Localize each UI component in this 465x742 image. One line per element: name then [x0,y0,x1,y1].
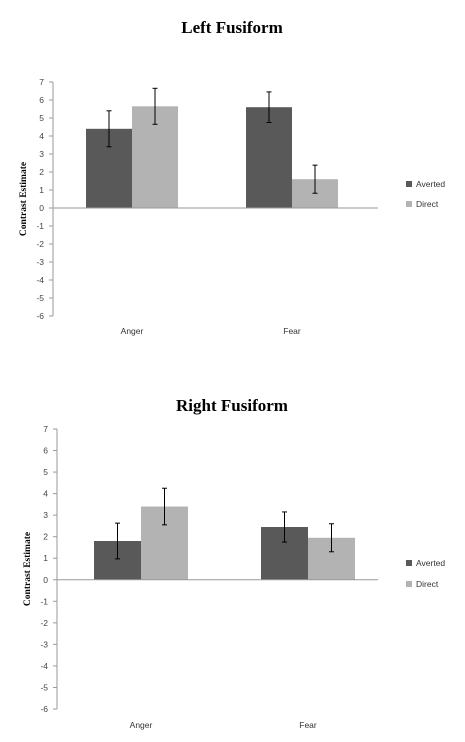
y-tick-label: 5 [43,467,48,477]
chart-2: Right Fusiform Contrast Estimate 7 6 5 4 3 2 1 0 -… [23,396,445,730]
legend-swatch-averted [406,560,412,566]
y-tick-label: -5 [40,682,48,692]
error-bar [329,523,334,553]
legend-label-averted: Averted [416,179,445,189]
y-tick-label: -6 [36,311,44,321]
category-label: Fear [283,326,301,336]
error-bar [162,487,167,526]
error-bar [282,511,287,543]
y-tick-label: 0 [43,575,48,585]
y-tick-label: 6 [39,95,44,105]
y-tick-label: 6 [43,446,48,456]
y-tick-label: -4 [40,661,48,671]
y-tick-label: 2 [39,167,44,177]
error-bar [152,87,158,125]
y-axis-label: Contrast Estimate [23,532,33,606]
legend: Averted Direct [406,179,445,209]
chart-title: Right Fusiform [176,396,288,415]
y-tick-label: 7 [43,424,48,434]
y-tick-label: 4 [39,131,44,141]
y-axis-label: Contrast Estimate [19,162,29,236]
y-tick-label: -5 [36,293,44,303]
y-tick-label: 7 [39,77,44,87]
y-tick-label: 3 [43,510,48,520]
y-tick-label: 3 [39,149,44,159]
bar-averted-fear [246,107,292,208]
legend: Averted Direct [406,558,445,589]
y-tick-label: -6 [40,704,48,714]
legend-swatch-averted [406,181,412,187]
y-tick-label: -2 [36,239,44,249]
y-tick-label: -3 [36,257,44,267]
y-tick-label: 2 [43,532,48,542]
legend-label-direct: Direct [416,579,439,589]
category-label: Fear [299,720,317,730]
category-label: Anger [121,326,144,336]
y-tick-label: -2 [40,618,48,628]
legend-swatch-direct [406,581,412,587]
error-bar [106,110,112,148]
chart-1: Left Fusiform Contrast Estimate 7 6 5 4 3 2 1 0 -1… [19,18,445,336]
y-tick-label: -4 [36,275,44,285]
legend-label-direct: Direct [416,199,439,209]
y-tick-label: 5 [39,113,44,123]
legend-label-averted: Averted [416,558,445,568]
error-bar [266,91,272,123]
y-tick-label: 4 [43,489,48,499]
chart-title: Left Fusiform [181,18,283,37]
y-tick-label: -3 [40,639,48,649]
error-bar [115,522,120,560]
y-tick-label: -1 [36,221,44,231]
y-tick-label: -1 [40,596,48,606]
category-label: Anger [130,720,153,730]
legend-swatch-direct [406,201,412,207]
y-tick-label: 1 [43,553,48,563]
y-tick-label: 0 [39,203,44,213]
y-tick-label: 1 [39,185,44,195]
error-bar [312,164,318,194]
